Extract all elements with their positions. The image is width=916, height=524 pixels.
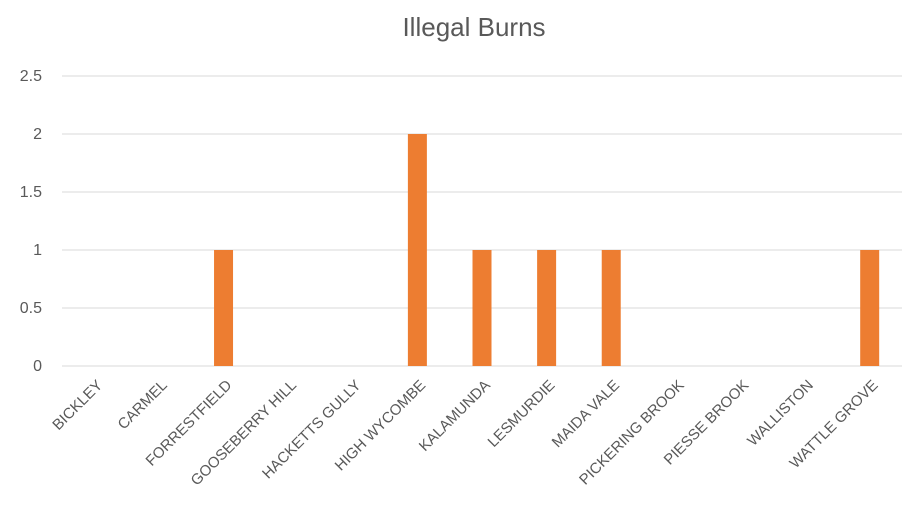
x-tick-label: BICKLEY [49, 377, 106, 434]
y-tick-label: 1.5 [20, 184, 42, 201]
chart-title: Illegal Burns [402, 12, 545, 42]
y-tick-label: 2 [33, 126, 42, 143]
y-tick-label: 0.5 [20, 300, 42, 317]
x-tick-label: PICKERING BROOK [576, 377, 688, 489]
bar [860, 250, 880, 366]
y-tick-label: 2.5 [20, 68, 42, 85]
x-tick-label: WALLISTON [744, 377, 817, 450]
x-tick-label: GOOSEBERRY HILL [188, 377, 300, 489]
bar [537, 250, 557, 366]
y-tick-label: 1 [33, 242, 42, 259]
y-axis-ticks: 0 0.5 1 1.5 2 2.5 [20, 68, 42, 375]
y-tick-label: 0 [33, 358, 42, 375]
bar [601, 250, 621, 366]
bar [472, 250, 492, 366]
x-tick-label: LESMURDIE [485, 377, 559, 451]
bars [214, 134, 880, 366]
x-tick-label: CARMEL [115, 377, 171, 433]
bar [407, 134, 427, 366]
bar [214, 250, 234, 366]
